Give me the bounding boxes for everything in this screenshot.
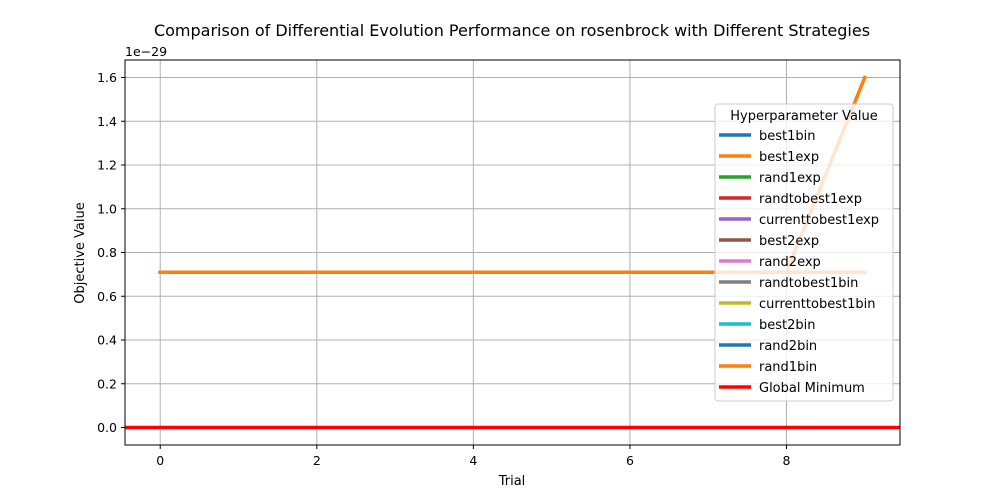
plot-frame	[124, 59, 901, 446]
legend-label: currenttobest1bin	[759, 297, 875, 312]
legend-label: rand1bin	[759, 360, 817, 375]
legend-box	[714, 103, 894, 402]
legend-label: best1bin	[759, 129, 816, 144]
y-axis-label: Objective Value	[73, 202, 88, 303]
legend-title: Hyperparameter Value	[730, 109, 878, 124]
y-tick-label: 1.4	[97, 114, 117, 129]
legend-label: currenttobest1exp	[759, 213, 879, 228]
legend-label: rand2exp	[759, 255, 821, 270]
y-offset-label: 1e−29	[125, 44, 167, 59]
x-tick-label: 4	[469, 453, 477, 468]
x-tick-label: 0	[156, 453, 164, 468]
y-tick-label: 1.6	[97, 70, 117, 85]
legend-label: randtobest1exp	[759, 192, 862, 207]
legend-label: best2exp	[759, 234, 819, 249]
x-axis-ticks: 0 2 4 6 8	[156, 445, 791, 468]
y-tick-label: 0.0	[97, 420, 117, 435]
y-tick-label: 1.2	[97, 158, 117, 173]
x-axis-label: Trial	[498, 474, 526, 489]
legend-label: randtobest1bin	[759, 276, 858, 291]
legend-label: rand2bin	[759, 339, 817, 354]
x-tick-label: 6	[626, 453, 634, 468]
legend-label: best1exp	[759, 150, 819, 165]
y-tick-label: 0.4	[97, 333, 117, 348]
x-tick-label: 8	[783, 453, 791, 468]
legend-label: rand1exp	[759, 171, 821, 186]
legend-label: best2bin	[759, 318, 816, 333]
legend-label: Global Minimum	[759, 381, 865, 396]
x-tick-label: 2	[313, 453, 321, 468]
y-tick-label: 0.6	[97, 289, 117, 304]
chart-title: Comparison of Differential Evolution Per…	[154, 21, 870, 40]
y-tick-label: 0.8	[97, 245, 117, 260]
y-tick-label: 0.2	[97, 376, 117, 391]
legend: Hyperparameter Value best1bin best1exp ran…	[714, 103, 894, 402]
y-axis-ticks: 0.0 0.2 0.4 0.6 0.8 1.0 1.2 1.4 1.6	[97, 70, 125, 435]
y-tick-label: 1.0	[97, 201, 117, 216]
